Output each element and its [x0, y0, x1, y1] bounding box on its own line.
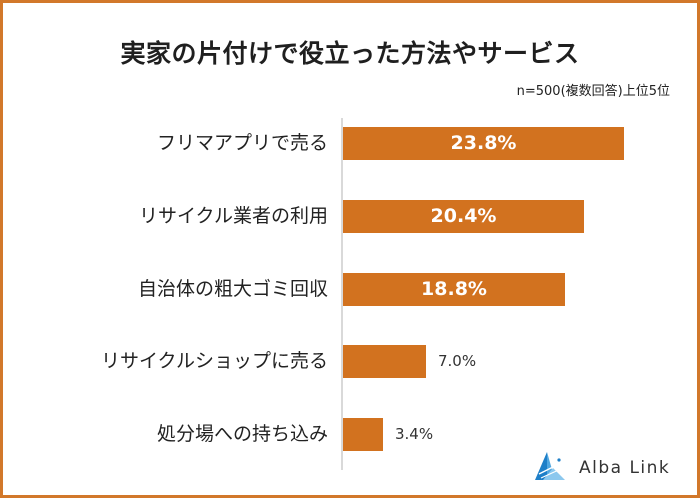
bar: 18.8% — [343, 273, 565, 306]
brand-logo: Alba Link — [533, 452, 670, 484]
y-axis-line — [341, 118, 343, 470]
bar — [343, 345, 426, 378]
bar-label: リサイクルショップに売る — [100, 350, 328, 372]
bar-label: フリマアプリで売る — [156, 132, 328, 154]
bar-row: リサイクルショップに売る 7.0% — [0, 345, 700, 378]
bar-label: 自治体の粗大ゴミ回収 — [137, 278, 328, 300]
bar-row: リサイクル業者の利用 20.4% — [0, 200, 700, 233]
bar — [343, 418, 383, 451]
bar-value-label: 3.4% — [395, 425, 434, 443]
bar-row: フリマアプリで売る 23.8% — [0, 127, 700, 160]
bar: 23.8% — [343, 127, 624, 160]
bar-row: 処分場への持ち込み 3.4% — [0, 418, 700, 451]
bar-label: リサイクル業者の利用 — [138, 205, 328, 227]
brand-name: Alba Link — [579, 458, 671, 478]
bar-row: 自治体の粗大ゴミ回収 18.8% — [0, 273, 700, 306]
alba-link-triangle-icon — [533, 450, 567, 486]
bar-value-label: 23.8% — [450, 132, 517, 154]
bar: 20.4% — [343, 200, 584, 233]
bar-label: 処分場への持ち込み — [156, 423, 328, 445]
bar-value-label: 7.0% — [438, 352, 477, 370]
bar-value-label: 20.4% — [430, 205, 497, 227]
sample-note: n=500(複数回答)上位5位 — [516, 84, 670, 99]
bar-value-label: 18.8% — [421, 278, 487, 300]
chart-title: 実家の片付けで役立った方法やサービス — [120, 39, 580, 68]
